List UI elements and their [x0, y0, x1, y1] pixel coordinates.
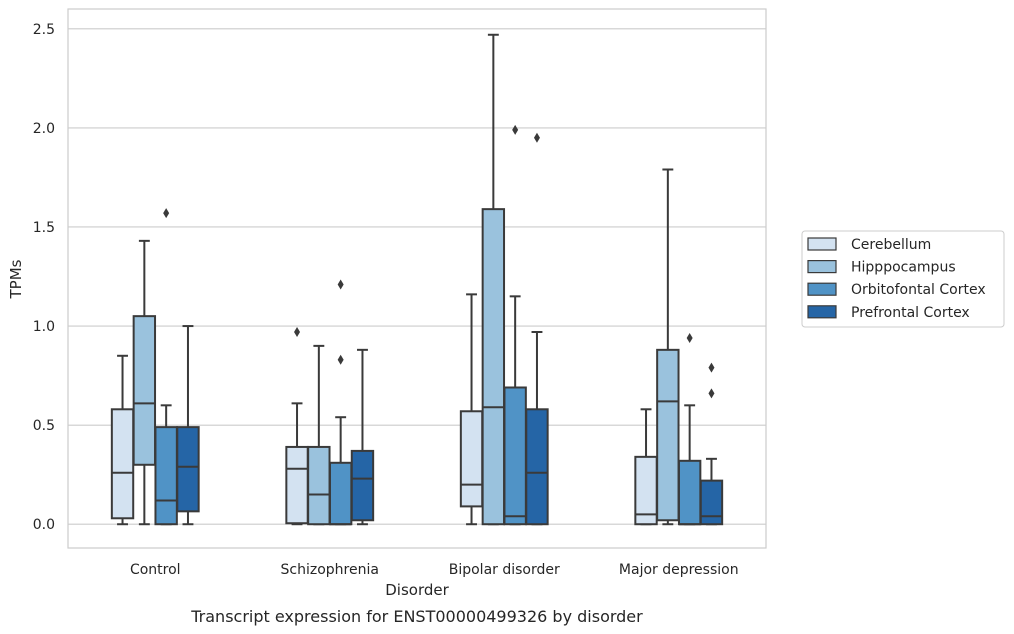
x-tick-label: Major depression — [619, 562, 739, 578]
legend-swatch — [807, 305, 837, 319]
legend: Cerebellum Hipppocampus Orbitofontal Corte… — [801, 230, 1005, 328]
box — [176, 426, 200, 513]
y-tick-label: 1.0 — [33, 319, 55, 335]
box-group — [634, 408, 658, 526]
box-group — [525, 132, 549, 526]
outlier-point — [512, 124, 519, 135]
box — [481, 208, 506, 526]
box-group — [350, 348, 375, 526]
y-tick-label: 0.0 — [33, 517, 55, 533]
legend-swatch — [807, 260, 837, 274]
box-group — [176, 325, 200, 526]
box — [656, 348, 680, 522]
y-tick-label: 0.5 — [33, 418, 55, 434]
chart-caption: Transcript expression for ENST0000049932… — [190, 607, 643, 626]
legend-label: Hipppocampus — [851, 260, 956, 276]
x-axis-ticks: Control Schizophrenia Bipolar disorder Majo… — [130, 562, 739, 578]
legend-swatch — [807, 282, 837, 296]
legend-swatch — [807, 237, 837, 251]
x-tick-label: Schizophrenia — [281, 562, 379, 578]
y-axis-title: TPMs — [7, 259, 25, 299]
x-tick-label: Control — [130, 562, 181, 578]
box — [328, 461, 353, 526]
box-group — [699, 362, 724, 526]
x-axis-title: Disorder — [385, 581, 449, 599]
x-tick-label: Bipolar disorder — [449, 562, 560, 578]
outlier-point — [708, 362, 715, 373]
box — [132, 315, 157, 466]
outlier-point — [294, 327, 301, 338]
legend-label: Prefrontal Cortex — [851, 305, 970, 321]
box — [350, 449, 375, 522]
y-tick-label: 1.5 — [33, 220, 55, 236]
boxes — [110, 33, 724, 526]
legend-label: Orbitofontal Cortex — [851, 282, 986, 298]
box — [459, 410, 484, 508]
box — [307, 445, 331, 526]
box — [699, 479, 724, 526]
box-group — [677, 332, 702, 526]
y-axis-ticks: 0.0 0.5 1.0 1.5 2.0 2.5 — [33, 22, 55, 533]
box — [110, 408, 135, 520]
outlier-point — [337, 354, 344, 365]
box — [677, 459, 702, 526]
box — [503, 386, 527, 526]
legend-label: Cerebellum — [851, 237, 931, 253]
box-group — [307, 344, 331, 526]
box — [154, 426, 178, 526]
outlier-point — [337, 279, 344, 290]
outlier-point — [163, 208, 170, 219]
box-group — [132, 239, 157, 526]
box-group — [481, 33, 506, 526]
outlier-point — [708, 388, 715, 399]
box-group — [656, 168, 680, 526]
y-tick-label: 2.5 — [33, 22, 55, 38]
outlier-point — [686, 332, 693, 343]
box — [285, 445, 309, 525]
legend-frame — [801, 230, 1005, 328]
box-group — [154, 208, 178, 526]
y-tick-label: 2.0 — [33, 121, 55, 137]
box — [525, 408, 549, 526]
outlier-point — [533, 132, 540, 143]
